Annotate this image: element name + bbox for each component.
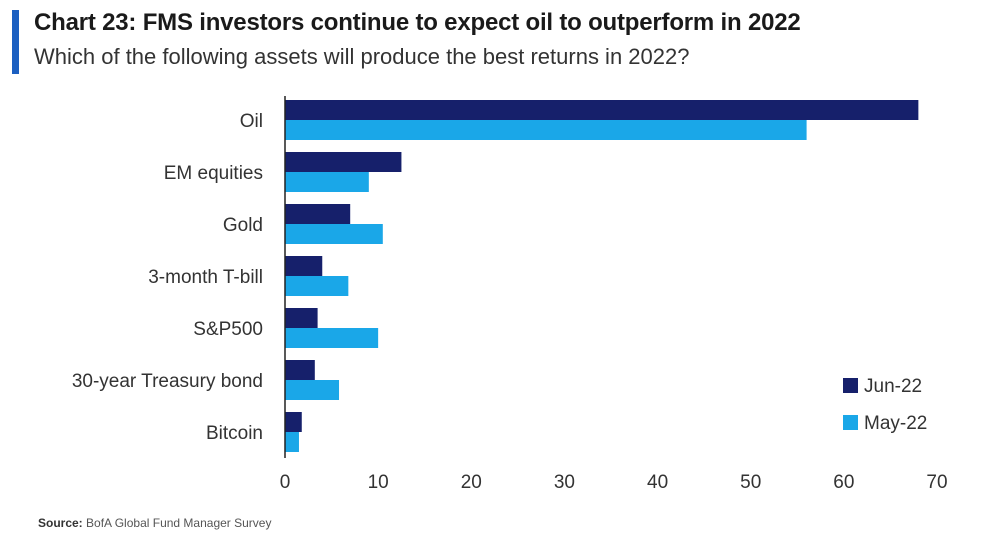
x-tick-label: 0 (280, 472, 291, 493)
legend: Jun-22 May-22 (843, 376, 927, 434)
category-label: EM equities (164, 163, 263, 184)
bar-may22-bitcoin (285, 432, 299, 452)
category-label: Bitcoin (206, 423, 263, 444)
bar-may22-oil (285, 120, 807, 140)
bar-may22-30-year-treasury-bond (285, 380, 340, 400)
x-axis-ticks: 0 10 20 30 40 50 60 70 (280, 472, 948, 493)
bar-jun22-s-p500 (285, 308, 318, 328)
x-tick-label: 60 (833, 472, 854, 493)
category-label: 30-year Treasury bond (72, 371, 263, 392)
source-note: Source: BofA Global Fund Manager Survey (38, 516, 271, 530)
legend-label-may22: May-22 (864, 413, 927, 434)
x-tick-label: 70 (926, 472, 947, 493)
chart-subtitle: Which of the following assets will produ… (34, 44, 690, 69)
category-label: Gold (223, 215, 263, 236)
category-label: S&P500 (193, 319, 263, 340)
x-tick-label: 20 (461, 472, 482, 493)
bar-jun22-oil (285, 100, 919, 120)
bar-jun22-bitcoin (285, 412, 302, 432)
bar-may22-gold (285, 224, 383, 244)
category-label: 3-month T-bill (148, 267, 263, 288)
legend-swatch-jun22 (843, 378, 858, 393)
x-tick-label: 10 (368, 472, 389, 493)
source-label: Source: (38, 516, 83, 530)
bar-jun22-30-year-treasury-bond (285, 360, 315, 380)
title-accent-bar (12, 10, 19, 74)
category-labels: Oil EM equities Gold 3-month T-bill S&P500 30… (72, 111, 263, 444)
x-tick-label: 40 (647, 472, 668, 493)
bar-may22-3-month-t-bill (285, 276, 349, 296)
bar-jun22-3-month-t-bill (285, 256, 323, 276)
bar-jun22-em-equities (285, 152, 402, 172)
bar-jun22-gold (285, 204, 351, 224)
x-tick-label: 50 (740, 472, 761, 493)
source-text: BofA Global Fund Manager Survey (86, 516, 272, 530)
chart-title: Chart 23: FMS investors continue to expe… (34, 9, 801, 36)
bars-group (285, 100, 919, 452)
bar-may22-s-p500 (285, 328, 379, 348)
legend-swatch-may22 (843, 415, 858, 430)
legend-label-jun22: Jun-22 (864, 376, 922, 397)
category-label: Oil (240, 111, 263, 132)
bar-may22-em-equities (285, 172, 369, 192)
x-tick-label: 30 (554, 472, 575, 493)
